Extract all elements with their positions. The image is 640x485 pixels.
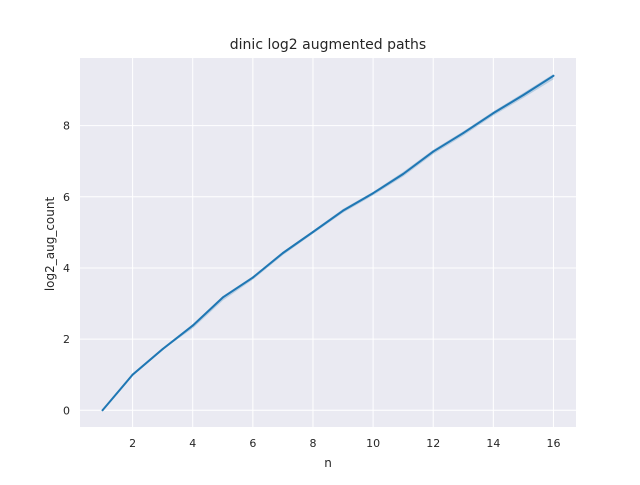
y-tick-label: 8 xyxy=(63,120,70,133)
data-point xyxy=(402,173,405,175)
data-point xyxy=(462,132,465,134)
data-point xyxy=(191,324,194,327)
data-point xyxy=(221,296,224,299)
grid-lines xyxy=(80,58,576,427)
y-tick-labels: 0 2 4 6 8 xyxy=(63,120,70,418)
data-point xyxy=(342,209,344,212)
x-tick-label: 12 xyxy=(426,437,440,450)
series-lines xyxy=(101,74,555,412)
x-tick-labels: 2 4 6 8 10 12 14 16 xyxy=(129,437,560,450)
data-point xyxy=(372,192,374,195)
data-point xyxy=(101,409,104,412)
x-tick-label: 8 xyxy=(309,437,316,450)
data-point xyxy=(312,231,314,233)
y-tick-label: 2 xyxy=(63,333,70,346)
x-tick-label: 4 xyxy=(189,437,196,450)
data-point xyxy=(282,252,284,254)
plot-area xyxy=(80,58,576,427)
data-point xyxy=(131,373,134,376)
data-point xyxy=(552,74,555,77)
data-point xyxy=(522,94,525,96)
x-axis-label: n xyxy=(324,456,332,470)
y-tick-label: 0 xyxy=(63,404,70,417)
data-point xyxy=(251,276,254,279)
data-point xyxy=(161,348,164,350)
data-point xyxy=(492,112,495,115)
y-tick-label: 6 xyxy=(63,191,70,204)
data-point xyxy=(432,150,435,153)
x-tick-label: 14 xyxy=(486,437,500,450)
x-tick-label: 10 xyxy=(366,437,380,450)
y-tick-label: 4 xyxy=(63,262,70,275)
x-tick-label: 2 xyxy=(129,437,136,450)
x-tick-label: 16 xyxy=(546,437,560,450)
chart-title: dinic log2 augmented paths xyxy=(230,37,426,53)
y-axis-label: log2_aug_count xyxy=(43,197,57,292)
series-line xyxy=(101,74,555,412)
x-tick-label: 6 xyxy=(249,437,256,450)
